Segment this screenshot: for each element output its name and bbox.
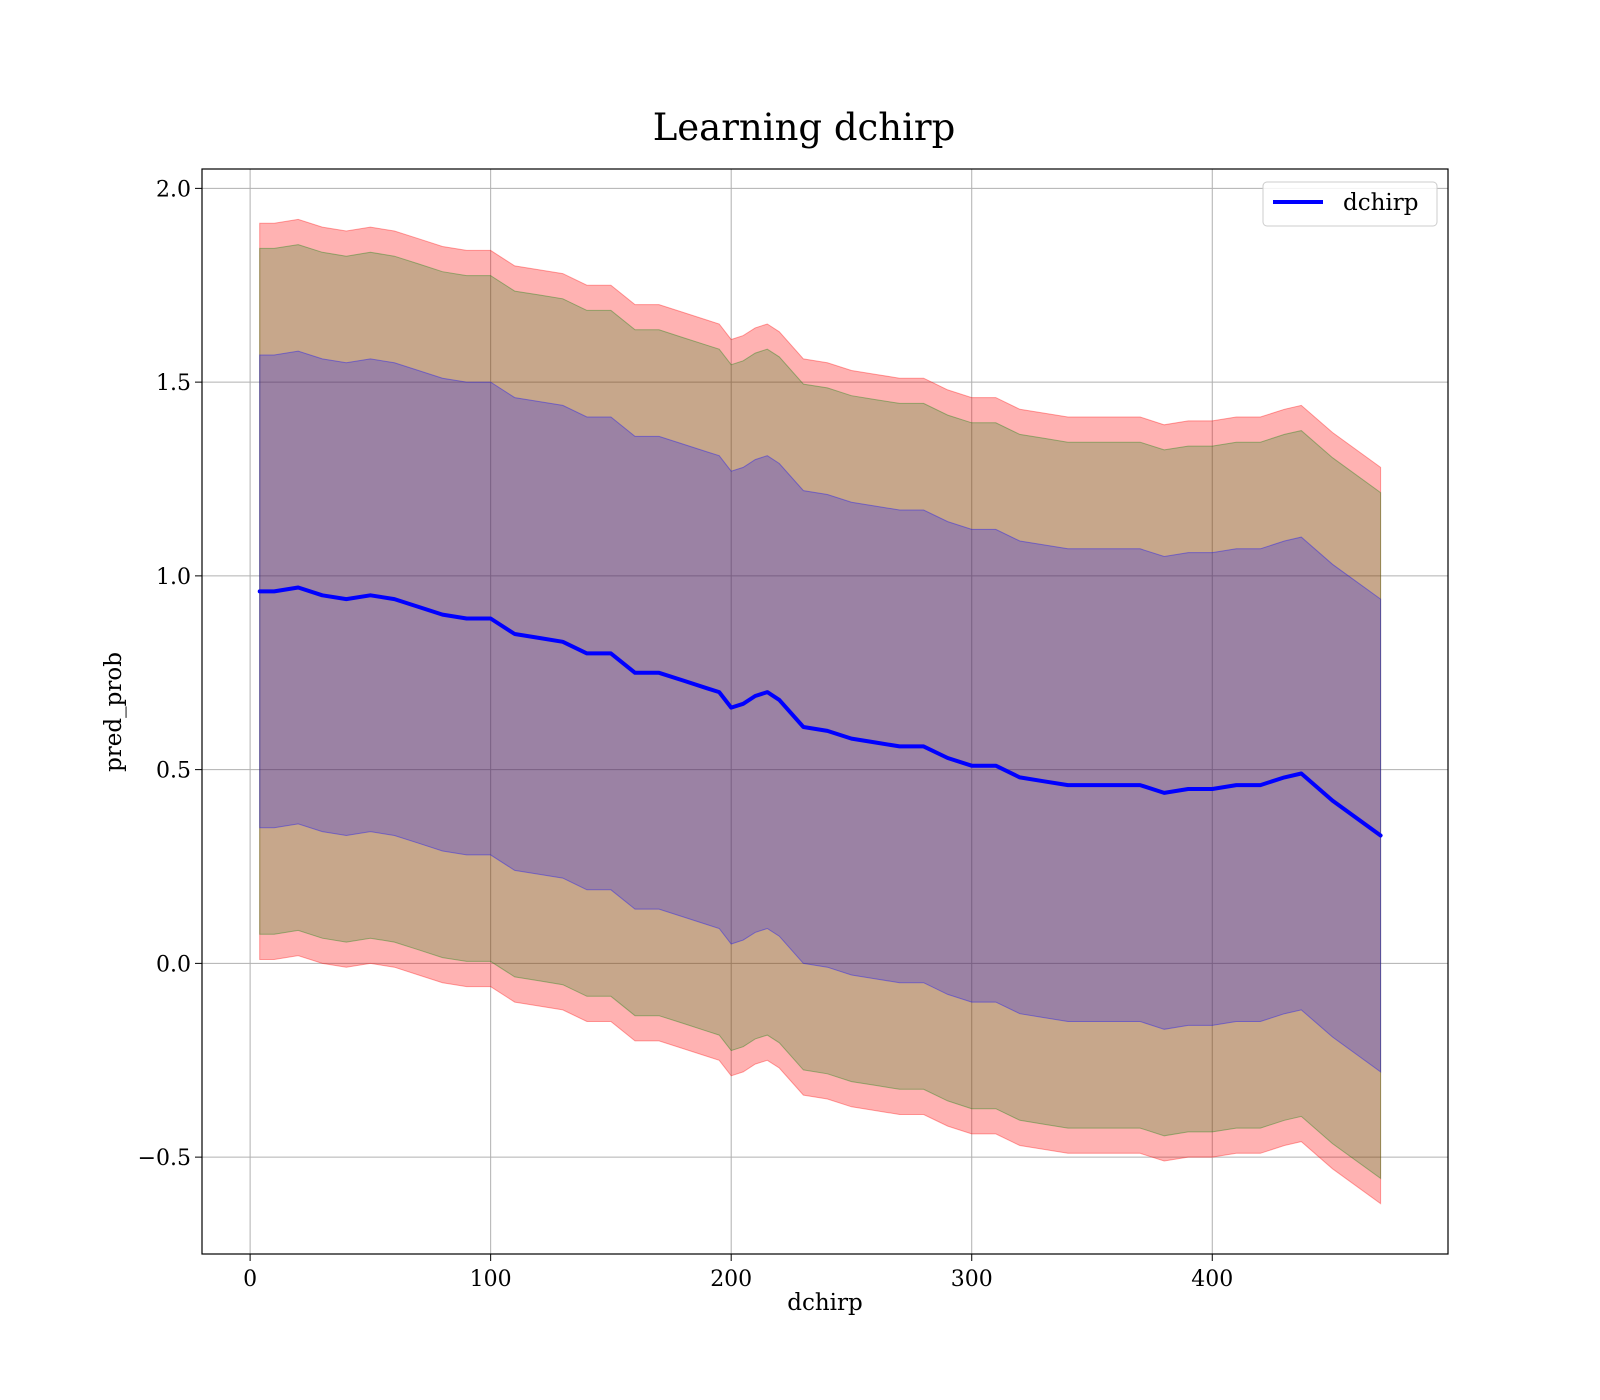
tick-layer: 0 100 200 300 400 −0.5 0.0 0.5 1.0 1.5 2.0 xyxy=(138,177,1234,1292)
x-tick-label: 400 xyxy=(1191,1267,1233,1292)
plot-area-frame xyxy=(201,168,1449,1255)
y-tick-label: −0.5 xyxy=(138,1146,191,1171)
confidence-band-0 xyxy=(259,218,1382,1205)
y-tick-label: 0.5 xyxy=(156,759,191,784)
y-tick-label: 1.0 xyxy=(156,565,191,590)
x-tick-label: 200 xyxy=(710,1267,752,1292)
line-layer xyxy=(257,585,1383,838)
y-axis-label: pred_prob xyxy=(101,652,127,772)
band-layer xyxy=(259,218,1382,1205)
x-tick-label: 300 xyxy=(951,1267,993,1292)
legend-label-dchirp: dchirp xyxy=(1343,190,1419,216)
y-tick-label: 2.0 xyxy=(156,177,191,202)
legend: dchirp xyxy=(1262,181,1438,227)
y-tick-label: 0.0 xyxy=(156,952,191,977)
confidence-band-1 xyxy=(259,244,1382,1180)
x-tick-label: 0 xyxy=(243,1267,257,1292)
x-axis-label: dchirp xyxy=(787,1290,863,1316)
series-line-dchirp xyxy=(257,585,1383,838)
confidence-band-2 xyxy=(259,350,1382,1073)
chart-title: Learning dchirp xyxy=(653,106,956,149)
y-tick-label: 1.5 xyxy=(156,371,191,396)
legend-frame xyxy=(1262,181,1438,227)
grid-layer xyxy=(202,169,1448,1254)
x-tick-label: 100 xyxy=(470,1267,512,1292)
